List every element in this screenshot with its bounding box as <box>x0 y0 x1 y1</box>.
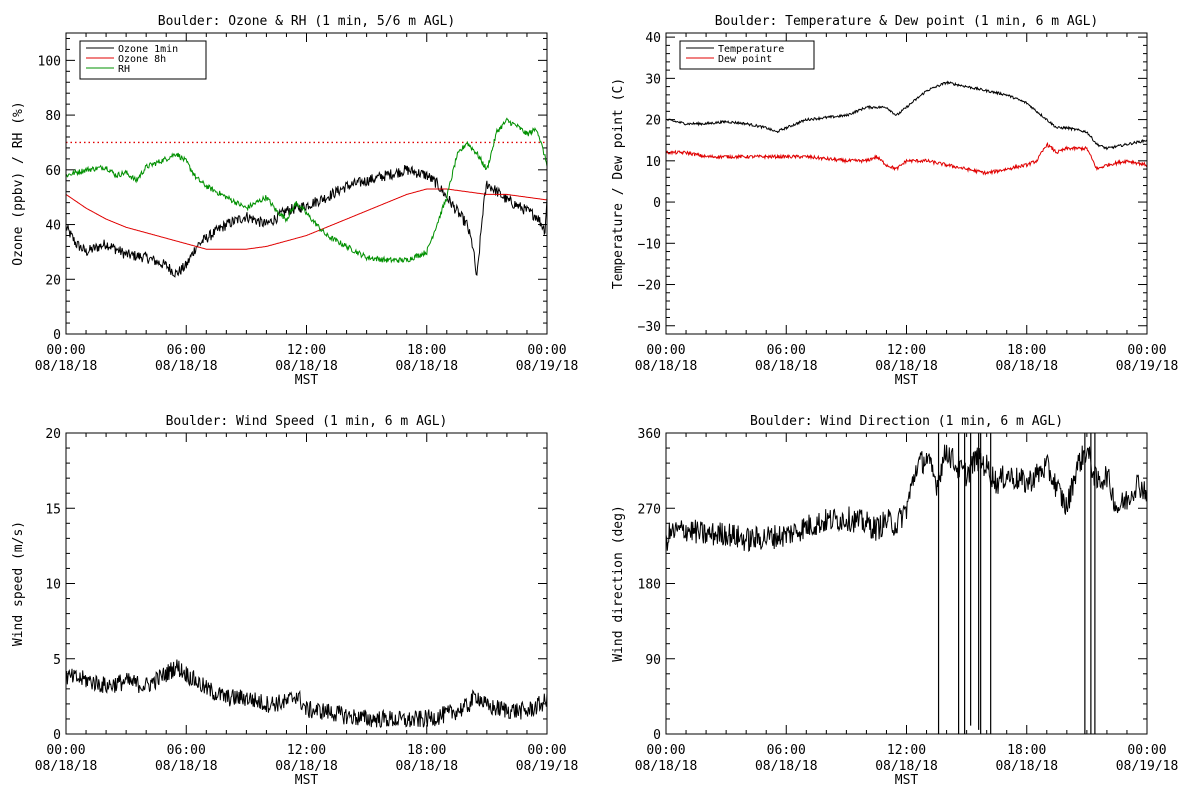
y-tick-label: 10 <box>645 155 661 170</box>
series-ozone-8h <box>65 188 548 250</box>
y-tick-label: −10 <box>638 237 661 252</box>
legend-box <box>79 40 207 80</box>
y-tick-label: 60 <box>45 164 61 179</box>
y-axis-label: Wind direction (deg) <box>611 505 626 662</box>
legend-entry: Ozone 8h <box>118 54 166 65</box>
y-tick-label: −30 <box>638 320 661 335</box>
legend-box <box>679 40 815 70</box>
x-tick-label: 12:00 <box>887 343 926 358</box>
y-tick-label: 15 <box>45 502 61 517</box>
y-tick-label: 80 <box>45 109 61 124</box>
y-tick-label: 0 <box>653 196 661 211</box>
y-axis-label: Wind speed (m/s) <box>11 521 26 646</box>
y-tick-label: −20 <box>638 279 661 294</box>
legend-entry: RH <box>118 64 130 75</box>
x-tick-label: 00:00 <box>527 343 566 358</box>
series-line <box>65 659 548 729</box>
x-tick-date-label: 08/19/18 <box>516 359 579 374</box>
y-tick-label: 40 <box>645 31 661 46</box>
x-tick-date-label: 08/18/18 <box>875 759 938 774</box>
legend-entry: Temperature <box>718 44 784 55</box>
x-tick-label: 12:00 <box>287 743 326 758</box>
y-tick-label: 5 <box>53 653 61 668</box>
chart-title: Boulder: Ozone & RH (1 min, 5/6 m AGL) <box>158 14 455 29</box>
y-tick-label: 0 <box>53 328 61 343</box>
chart-title: Boulder: Temperature & Dew point (1 min,… <box>715 14 1099 29</box>
x-tick-date-label: 08/18/18 <box>275 759 338 774</box>
x-tick-date-label: 08/18/18 <box>395 359 458 374</box>
x-tick-label: 06:00 <box>767 743 806 758</box>
panel-wind-direction: Boulder: Wind Direction (1 min, 6 m AGL)… <box>611 414 1178 788</box>
x-tick-date-label: 08/18/18 <box>755 359 818 374</box>
x-axis-label: MST <box>895 773 919 788</box>
x-tick-date-label: 08/18/18 <box>635 759 698 774</box>
panel-ozone-rh: Boulder: Ozone & RH (1 min, 5/6 m AGL) Oz… <box>11 14 578 388</box>
x-tick-label: 18:00 <box>407 343 446 358</box>
x-tick-date-label: 08/18/18 <box>395 759 458 774</box>
x-tick-date-label: 08/18/18 <box>635 359 698 374</box>
x-tick-label: 18:00 <box>407 743 446 758</box>
series-rh <box>65 117 548 264</box>
plot-frame <box>665 32 1148 335</box>
y-axis-label: Ozone (ppbv) / RH (%) <box>11 101 26 265</box>
x-tick-date-label: 08/18/18 <box>35 759 98 774</box>
y-tick-label: 30 <box>645 72 661 87</box>
x-tick-date-label: 08/18/18 <box>35 359 98 374</box>
x-tick-label: 12:00 <box>887 743 926 758</box>
y-tick-label: 0 <box>53 728 61 743</box>
series-line <box>665 444 1148 553</box>
y-tick-label: 40 <box>45 219 61 234</box>
x-tick-label: 18:00 <box>1007 743 1046 758</box>
x-tick-label: 00:00 <box>1127 343 1166 358</box>
x-tick-date-label: 08/19/18 <box>1116 359 1179 374</box>
y-tick-label: 10 <box>45 578 61 593</box>
x-tick-date-label: 08/19/18 <box>516 759 579 774</box>
x-axis-label: MST <box>295 373 319 388</box>
y-axis-label: Temperature / Dew point (C) <box>611 78 626 289</box>
y-tick-label: 180 <box>638 578 661 593</box>
y-tick-label: 90 <box>645 653 661 668</box>
y-tick-label: 360 <box>638 427 661 442</box>
x-tick-label: 00:00 <box>527 743 566 758</box>
y-tick-label: 20 <box>45 273 61 288</box>
x-tick-label: 06:00 <box>767 343 806 358</box>
x-tick-date-label: 08/18/18 <box>995 759 1058 774</box>
x-tick-date-label: 08/19/18 <box>1116 759 1179 774</box>
x-tick-label: 00:00 <box>646 343 685 358</box>
panel-temperature-dewpoint: Boulder: Temperature & Dew point (1 min,… <box>611 14 1178 388</box>
y-tick-label: 20 <box>645 114 661 129</box>
x-tick-label: 18:00 <box>1007 343 1046 358</box>
legend-entry: Dew point <box>718 54 772 65</box>
chart-title: Boulder: Wind Speed (1 min, 6 m AGL) <box>166 414 448 429</box>
y-tick-label: 270 <box>638 502 661 517</box>
panel-wind-speed: Boulder: Wind Speed (1 min, 6 m AGL) Wind… <box>11 414 578 788</box>
x-tick-date-label: 08/18/18 <box>875 359 938 374</box>
y-tick-label: 100 <box>38 54 61 69</box>
series-ozone-1min <box>65 165 548 278</box>
plot-frame <box>665 432 1148 735</box>
x-axis-label: MST <box>895 373 919 388</box>
x-tick-label: 06:00 <box>167 343 206 358</box>
chart-title: Boulder: Wind Direction (1 min, 6 m AGL) <box>750 414 1063 429</box>
legend-entry: Ozone 1min <box>118 44 178 55</box>
y-tick-label: 20 <box>45 427 61 442</box>
plot-frame <box>65 432 548 735</box>
x-tick-date-label: 08/18/18 <box>155 759 218 774</box>
x-tick-date-label: 08/18/18 <box>155 359 218 374</box>
series-temperature <box>665 80 1148 151</box>
x-tick-label: 00:00 <box>46 343 85 358</box>
x-tick-label: 00:00 <box>646 743 685 758</box>
x-tick-label: 00:00 <box>1127 743 1166 758</box>
y-tick-label: 0 <box>653 728 661 743</box>
x-tick-date-label: 08/18/18 <box>755 759 818 774</box>
x-tick-label: 00:00 <box>46 743 85 758</box>
plot-frame <box>65 32 548 335</box>
x-tick-date-label: 08/18/18 <box>995 359 1058 374</box>
series-dew-point <box>665 141 1148 176</box>
x-tick-date-label: 08/18/18 <box>275 359 338 374</box>
x-axis-label: MST <box>295 773 319 788</box>
x-tick-label: 06:00 <box>167 743 206 758</box>
x-tick-label: 12:00 <box>287 343 326 358</box>
